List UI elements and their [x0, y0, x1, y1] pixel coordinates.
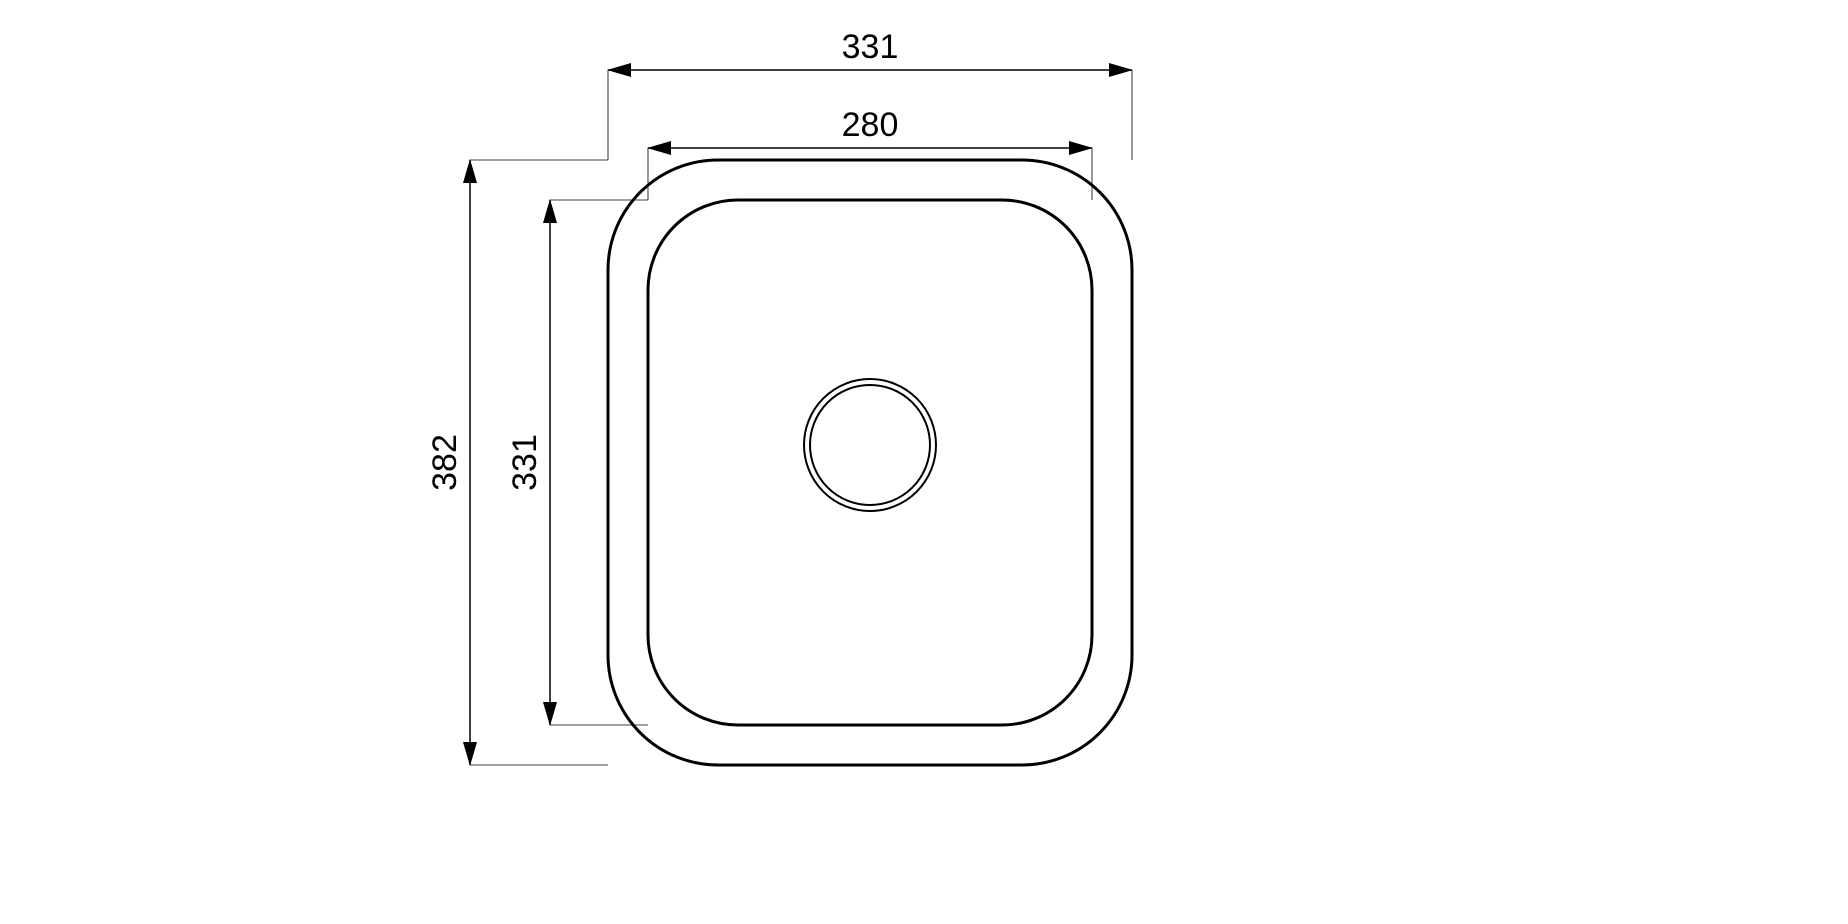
dim-outer-width-label: 331	[842, 28, 899, 66]
dim-outer-height-label: 382	[426, 434, 464, 491]
drain-outer-circle	[804, 379, 936, 511]
sink-outer-rim	[608, 160, 1132, 765]
drain-inner-circle	[810, 385, 930, 505]
sink-inner-bowl	[648, 200, 1092, 725]
dim-inner-height-label: 331	[506, 434, 544, 491]
dim-inner-width-label: 280	[842, 106, 899, 144]
